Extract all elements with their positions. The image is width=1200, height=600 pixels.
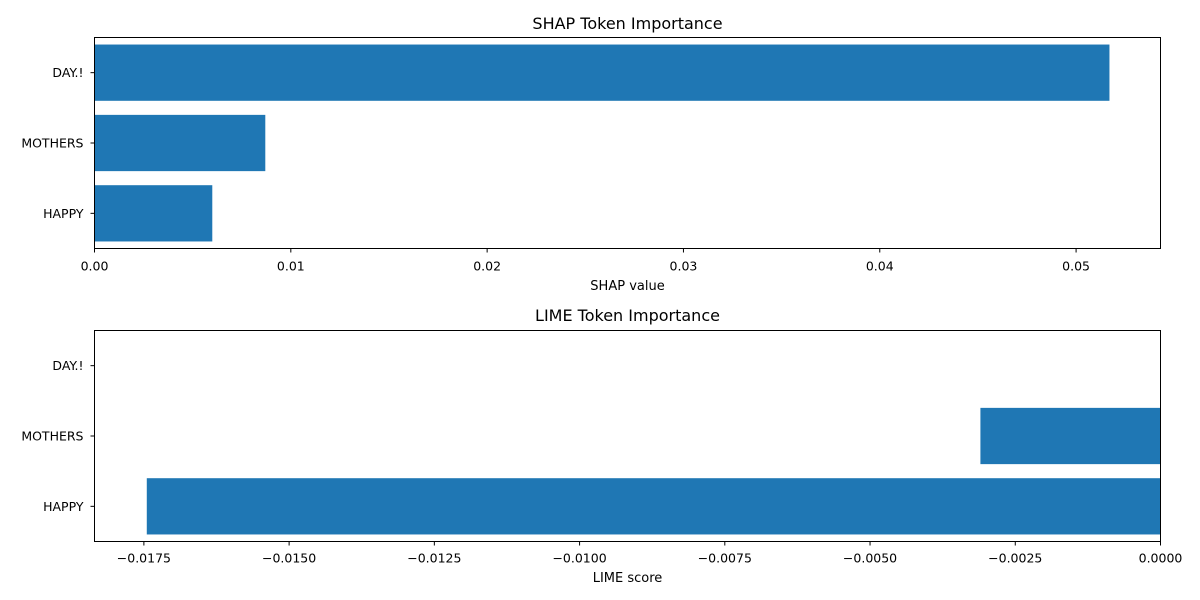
shap-x-axis: 0.00 0.01 0.02 0.03 0.04 0.05 <box>81 248 1090 274</box>
shap-x-tick-label: 0.02 <box>473 259 501 274</box>
lime-chart: LIME Token Importance DAY.!MOTHERSHAPPY … <box>21 306 1182 586</box>
lime-x-tick-label: 0.0000 <box>1139 551 1183 566</box>
shap-bar-happy <box>94 185 213 242</box>
lime-bars <box>146 407 1161 535</box>
lime-y-axis: DAY.! MOTHERS HAPPY <box>21 358 95 514</box>
shap-y-axis: DAY.! MOTHERS HAPPY <box>21 65 95 221</box>
shap-chart: SHAP Token Importance DAY.!MOTHERSHAPPY … <box>21 14 1161 294</box>
shap-y-tick-label: HAPPY <box>43 206 84 221</box>
shap-x-tick-label: 0.00 <box>81 259 109 274</box>
shap-bar-mothers <box>94 114 266 172</box>
shap-y-tick-label: MOTHERS <box>21 136 83 151</box>
lime-x-tick-label: −0.0025 <box>988 551 1042 566</box>
shap-y-tick-label: DAY.! <box>52 65 83 80</box>
lime-y-tick-label: HAPPY <box>43 499 84 514</box>
shap-x-tick-label: 0.04 <box>866 259 894 274</box>
shap-bars <box>94 44 1110 242</box>
lime-bar-happy <box>146 478 1161 535</box>
lime-x-tick-label: −0.0150 <box>262 551 316 566</box>
shap-x-tick-label: 0.03 <box>670 259 698 274</box>
shap-x-tick-label: 0.05 <box>1062 259 1090 274</box>
lime-y-tick-label: DAY.! <box>52 358 83 373</box>
shap-chart-title: SHAP Token Importance <box>532 14 722 33</box>
lime-y-tick-label: MOTHERS <box>21 429 83 444</box>
shap-x-axis-label: SHAP value <box>590 279 664 294</box>
lime-x-axis: −0.0175 −0.0150 −0.0125 −0.0100 −0.0075 −0.00… <box>117 541 1183 566</box>
lime-x-tick-label: −0.0100 <box>552 551 606 566</box>
lime-x-tick-label: −0.0125 <box>407 551 461 566</box>
lime-x-axis-label: LIME score <box>593 571 663 586</box>
lime-x-tick-label: −0.0175 <box>117 551 171 566</box>
shap-x-tick-label: 0.01 <box>277 259 305 274</box>
lime-x-tick-label: −0.0050 <box>843 551 897 566</box>
lime-chart-title: LIME Token Importance <box>535 306 720 325</box>
lime-bar-mothers <box>980 407 1161 465</box>
shap-bar-day <box>94 44 1110 101</box>
lime-x-tick-label: −0.0075 <box>698 551 752 566</box>
